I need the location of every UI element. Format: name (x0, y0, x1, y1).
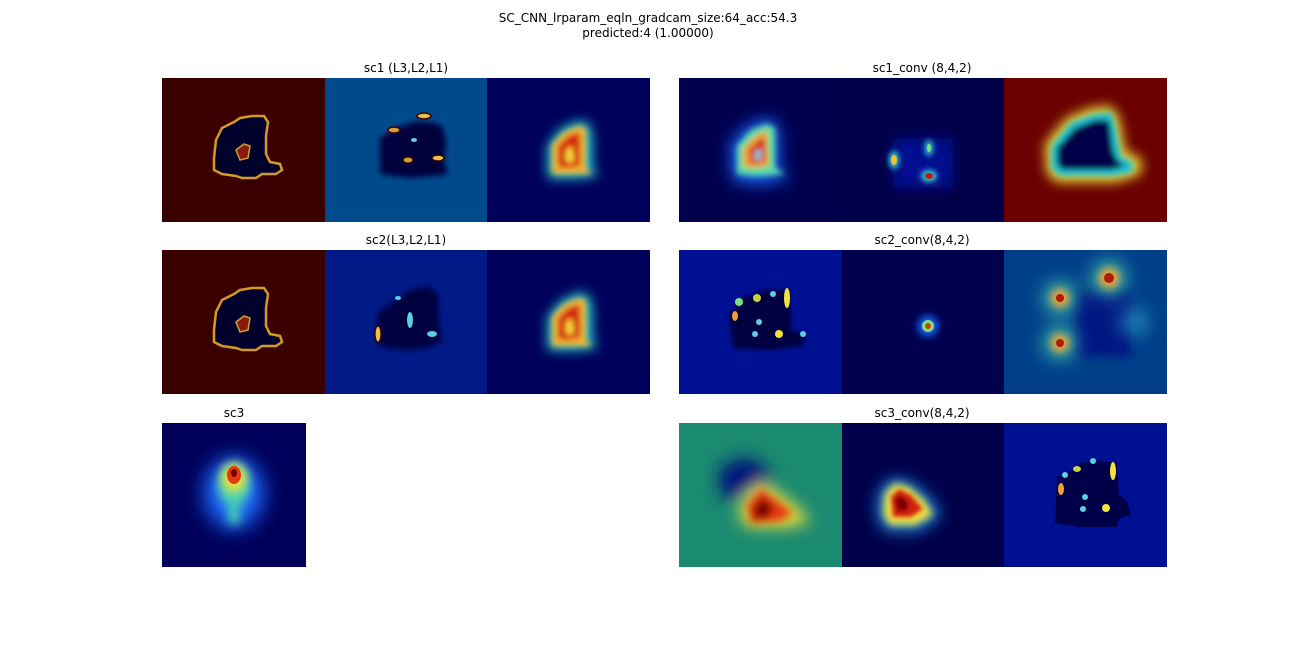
sc3-heatmap-panel (162, 423, 306, 567)
figure-title-line2: predicted:4 (1.00000) (582, 26, 714, 40)
sc2-conv-title: sc2_conv(8,4,2) (874, 233, 970, 247)
sc2-conv-heatmap-panel (679, 250, 1167, 394)
figure-title-line1: SC_CNN_lrparam_eqln_gradcam_size:64_acc:… (498, 11, 798, 25)
sc1-heatmap-panel (162, 78, 650, 222)
sc2-title: sc2(L3,L2,L1) (365, 233, 447, 247)
sc3-conv-title: sc3_conv(8,4,2) (874, 406, 970, 420)
sc3-conv-heatmap-panel (679, 423, 1167, 567)
sc2-heatmap-panel (162, 250, 650, 394)
sc1-title: sc1 (L3,L2,L1) (363, 61, 449, 75)
figure-title: SC_CNN_lrparam_eqln_gradcam_size:64_acc:… (0, 11, 1296, 41)
sc1-conv-title: sc1_conv (8,4,2) (872, 61, 972, 75)
sc3-title: sc3 (223, 406, 245, 420)
sc1-conv-heatmap-panel (679, 78, 1167, 222)
